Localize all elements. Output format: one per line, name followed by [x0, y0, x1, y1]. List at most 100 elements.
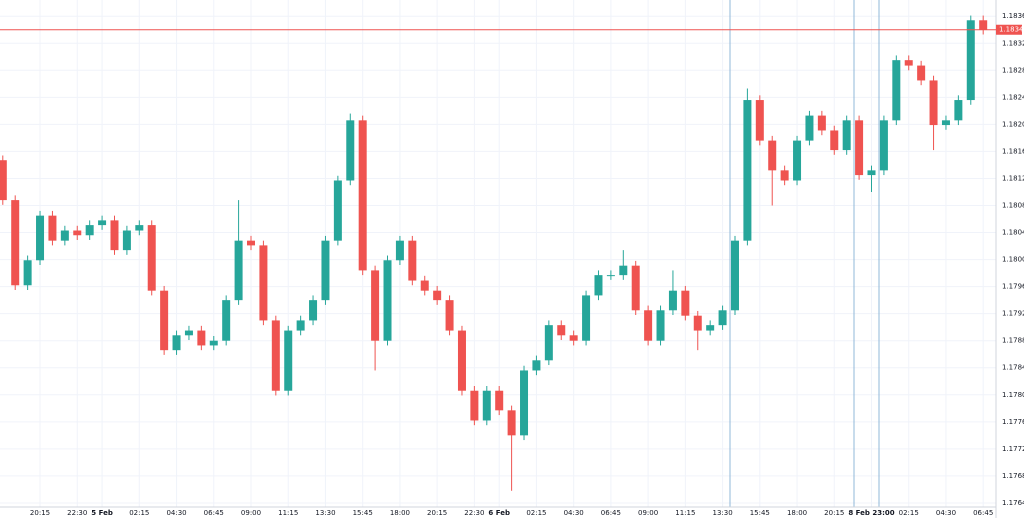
candle-body	[954, 100, 963, 121]
y-tick-label: 1.18240	[1002, 93, 1024, 101]
candle-body	[979, 20, 988, 30]
candle-body	[730, 240, 739, 311]
candle-body	[482, 390, 491, 421]
x-tick-label: 22:30	[464, 509, 484, 517]
x-tick-label: 11:15	[278, 509, 298, 517]
candle-body	[718, 310, 727, 326]
x-tick-label: 18:00	[787, 509, 807, 517]
candle-body	[135, 225, 144, 231]
x-tick-label: 22:30	[67, 509, 87, 517]
candle-body	[209, 340, 218, 346]
candle-body	[644, 310, 653, 341]
x-tick-label: 06:45	[601, 509, 621, 517]
x-tick-label: 20:15	[30, 509, 50, 517]
x-tick-label: 02:15	[129, 509, 149, 517]
y-tick-label: 1.18200	[1002, 120, 1024, 128]
candle-body	[73, 230, 82, 236]
candle-body	[532, 360, 541, 371]
candle-body	[23, 260, 32, 286]
candle-body	[929, 80, 938, 126]
candle-body	[48, 215, 57, 241]
candle-body	[594, 275, 603, 296]
y-tick-label: 1.18120	[1002, 174, 1024, 182]
candle-body	[606, 275, 615, 277]
x-tick-label: 15:45	[353, 509, 373, 517]
y-tick-label: 1.17880	[1002, 337, 1024, 345]
candle-body	[333, 180, 342, 241]
candle-body	[966, 20, 975, 101]
candle-body	[321, 240, 330, 301]
last-price-badge	[996, 24, 1022, 35]
candle-body	[284, 330, 293, 391]
candle-body	[11, 200, 20, 286]
y-tick-label: 1.17800	[1002, 391, 1024, 399]
candle-body	[892, 60, 901, 121]
y-tick-label: 1.18320	[1002, 39, 1024, 47]
y-tick-label: 1.18000	[1002, 256, 1024, 264]
candle-body	[544, 325, 553, 361]
candle-body	[147, 225, 156, 291]
x-tick-label: 09:00	[638, 509, 658, 517]
candle-body	[445, 300, 454, 331]
candles	[0, 15, 988, 491]
candle-body	[259, 245, 268, 321]
last-price-label: 1.18340	[999, 26, 1024, 34]
y-tick-label: 1.17840	[1002, 364, 1024, 372]
candle-body	[60, 230, 69, 241]
x-tick-label: 02:15	[899, 509, 919, 517]
candle-body	[780, 170, 789, 181]
x-tick-label: 06:45	[204, 509, 224, 517]
x-tick-label: 09:00	[241, 509, 261, 517]
candle-body	[184, 330, 193, 336]
candle-body	[271, 320, 280, 391]
y-tick-label: 1.18360	[1002, 12, 1024, 20]
y-tick-label: 1.18160	[1002, 147, 1024, 155]
candle-body	[855, 120, 864, 176]
candle-body	[433, 290, 442, 301]
candle-body	[668, 290, 677, 311]
x-tick-label: 8 Feb 23:00	[848, 509, 894, 517]
y-tick-label: 1.17760	[1002, 418, 1024, 426]
x-tick-label: 02:15	[526, 509, 546, 517]
candle-body	[842, 120, 851, 151]
labels: 1.18360 1.18320 1.18280 1.18240 1.18200 1.181…	[0, 12, 1024, 517]
candle-body	[656, 310, 665, 341]
candle-body	[569, 335, 578, 341]
candle-body	[470, 390, 479, 421]
candle-body	[768, 140, 777, 171]
candle-body	[879, 120, 888, 171]
x-tick-label: 13:30	[712, 509, 732, 517]
candle-body	[234, 240, 243, 301]
candle-body	[457, 330, 466, 391]
y-tick-label: 1.17640	[1002, 499, 1024, 507]
candle-body	[631, 265, 640, 311]
candle-body	[371, 270, 380, 341]
candle-body	[222, 300, 231, 341]
candle-body	[941, 120, 950, 126]
candle-body	[867, 170, 876, 176]
candle-body	[619, 265, 628, 276]
candle-body	[743, 100, 752, 241]
x-tick-label: 20:15	[824, 509, 844, 517]
x-tick-label: 06:45	[973, 509, 993, 517]
candle-body	[122, 230, 131, 251]
y-tick-label: 1.17960	[1002, 283, 1024, 291]
candle-body	[383, 260, 392, 341]
x-tick-label: 18:00	[390, 509, 410, 517]
candle-body	[36, 215, 45, 261]
x-tick-label: 04:30	[564, 509, 584, 517]
candle-body	[520, 370, 529, 436]
candle-body	[917, 65, 926, 81]
candle-body	[904, 60, 913, 66]
x-tick-label: 5 Feb	[91, 509, 113, 517]
candle-body	[110, 220, 119, 251]
candle-body	[557, 325, 566, 336]
candle-body	[582, 295, 591, 341]
x-tick-label: 20:15	[427, 509, 447, 517]
candle-body	[395, 240, 404, 261]
y-tick-label: 1.18040	[1002, 229, 1024, 237]
candle-body	[197, 330, 206, 346]
y-tick-label: 1.18280	[1002, 66, 1024, 74]
candle-body	[793, 140, 802, 181]
candle-body	[247, 240, 255, 246]
